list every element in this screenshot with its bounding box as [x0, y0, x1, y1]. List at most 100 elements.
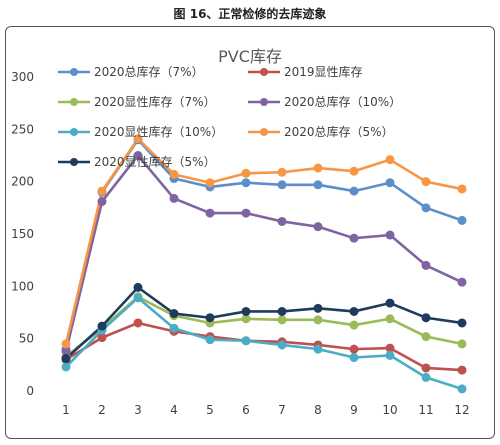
legend-item: 2020总库存（5%）	[248, 124, 394, 139]
data-point	[277, 315, 287, 325]
data-point	[133, 134, 143, 144]
data-point	[457, 384, 467, 394]
data-point	[385, 155, 395, 165]
data-point	[313, 222, 323, 232]
data-point	[421, 332, 431, 342]
data-point	[277, 216, 287, 226]
data-point	[313, 180, 323, 190]
data-point	[457, 277, 467, 287]
data-point	[205, 178, 215, 188]
data-point	[349, 353, 359, 363]
data-point	[349, 306, 359, 316]
legend-label: 2020显性库存（7%）	[94, 94, 216, 109]
series-line	[65, 296, 463, 391]
data-point	[97, 321, 107, 331]
data-point	[421, 363, 431, 373]
legend-item: 2020总库存（10%）	[248, 94, 401, 109]
data-point	[61, 339, 71, 349]
legend-item: 2020显性库存（5%）	[58, 154, 216, 169]
legend-label: 2020总库存（5%）	[284, 124, 394, 139]
legend-label: 2020总库存（7%）	[94, 64, 204, 79]
legend-swatch-marker	[260, 128, 268, 136]
data-point	[457, 365, 467, 375]
data-point	[61, 354, 71, 364]
data-point	[61, 346, 71, 356]
data-point	[169, 169, 179, 179]
data-point	[385, 343, 395, 353]
legend-label: 2020显性库存（5%）	[94, 154, 216, 169]
data-point	[457, 215, 467, 225]
x-tick-label: 7	[278, 403, 286, 417]
series-line	[64, 137, 463, 345]
data-point	[313, 163, 323, 173]
legend-item: 2020总库存（7%）	[58, 64, 204, 79]
y-tick-label: 150	[11, 227, 34, 241]
data-point	[349, 344, 359, 354]
x-tick-label: 6	[242, 403, 250, 417]
y-tick-label: 0	[26, 384, 34, 398]
data-point	[385, 350, 395, 360]
data-point	[385, 314, 395, 324]
data-point	[277, 306, 287, 316]
data-point	[349, 233, 359, 243]
data-point	[169, 193, 179, 203]
legend-item: 2020显性库存（10%）	[58, 124, 223, 139]
chart-title: PVC库存	[218, 47, 282, 66]
data-point	[385, 178, 395, 188]
data-point	[313, 344, 323, 354]
series-line	[65, 321, 463, 372]
data-point	[133, 293, 143, 303]
y-tick-label: 100	[11, 279, 34, 293]
data-point	[385, 298, 395, 308]
series-line	[65, 295, 463, 358]
x-tick-label: 9	[350, 403, 358, 417]
legend-swatch-marker	[70, 158, 78, 166]
legend-swatch-marker	[260, 98, 268, 106]
data-point	[313, 303, 323, 313]
data-point	[277, 180, 287, 190]
data-point	[277, 167, 287, 177]
data-point	[349, 320, 359, 330]
data-point	[97, 186, 107, 196]
x-tick-label: 8	[314, 403, 322, 417]
y-tick-label: 300	[11, 70, 34, 84]
data-point	[421, 203, 431, 213]
y-tick-label: 250	[11, 122, 34, 136]
data-point	[277, 340, 287, 350]
data-point	[241, 208, 251, 218]
data-point	[205, 313, 215, 323]
legend-swatch-marker	[70, 98, 78, 106]
data-point	[421, 177, 431, 187]
legend-swatch-marker	[70, 68, 78, 76]
data-point	[241, 314, 251, 324]
x-tick-label: 11	[418, 403, 433, 417]
series-line	[64, 154, 463, 352]
x-tick-label: 12	[454, 403, 469, 417]
x-tick-label: 5	[206, 403, 214, 417]
data-point	[241, 168, 251, 178]
chart-frame	[5, 26, 495, 439]
figure-title: 图 16、正常检修的去库迹象	[173, 7, 327, 21]
legend-item: 2019显性库存	[248, 64, 363, 79]
data-point	[349, 186, 359, 196]
data-point	[133, 151, 143, 160]
legend-swatch-marker	[70, 128, 78, 136]
data-point	[133, 282, 143, 292]
legend-swatch-marker	[260, 68, 268, 76]
x-tick-label: 1	[62, 403, 70, 417]
data-point	[421, 313, 431, 323]
data-point	[205, 335, 215, 345]
y-tick-label: 50	[19, 332, 34, 346]
data-point	[349, 166, 359, 176]
x-tick-label: 4	[170, 403, 178, 417]
data-point	[313, 315, 323, 325]
data-point	[61, 362, 71, 372]
y-tick-label: 200	[11, 175, 34, 189]
data-point	[97, 333, 107, 343]
data-point	[457, 318, 467, 328]
data-point	[169, 309, 179, 319]
data-point	[133, 318, 143, 328]
legend-item: 2020显性库存（7%）	[58, 94, 216, 109]
data-point	[205, 208, 215, 218]
data-point	[241, 336, 251, 346]
